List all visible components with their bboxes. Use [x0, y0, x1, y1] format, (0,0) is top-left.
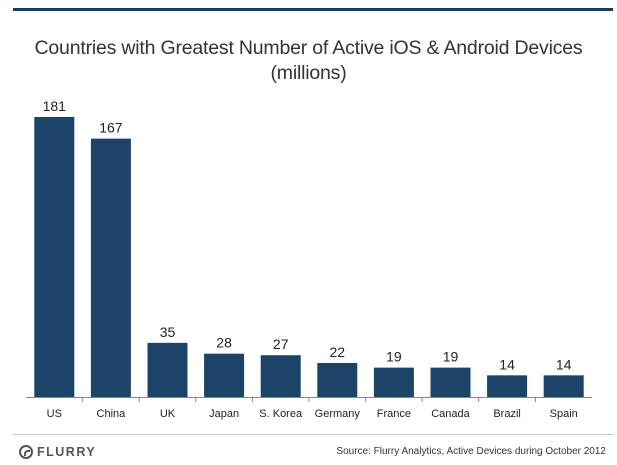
x-tick-label: UK [160, 408, 176, 420]
bar-brazil [487, 375, 528, 397]
x-tick-label: China [97, 408, 127, 420]
chart-title: Countries with Greatest Number of Active… [0, 36, 617, 86]
x-tick-label: Brazil [493, 408, 521, 420]
data-label: 28 [216, 335, 232, 351]
flurry-logo: FLURRY [19, 443, 96, 461]
top-rule [13, 8, 613, 11]
bottom-rule [13, 434, 613, 435]
x-tick-label: Japan [209, 408, 239, 420]
data-label: 14 [556, 356, 572, 372]
source-note: Source: Flurry Analytics, Active Devices… [336, 446, 606, 457]
x-tick-label: Canada [431, 408, 470, 420]
bar-canada [430, 367, 471, 397]
bar-us [34, 117, 75, 397]
data-label: 22 [330, 344, 346, 360]
data-label: 19 [443, 349, 459, 365]
x-tick-label: Spain [550, 408, 578, 420]
bar-uk [147, 342, 188, 397]
flurry-logo-icon [19, 445, 33, 459]
bar-japan [204, 353, 245, 397]
data-label: 14 [499, 356, 515, 372]
data-label: 19 [386, 349, 402, 365]
x-tick-label: US [47, 408, 62, 420]
chart-title-line1: Countries with Greatest Number of Active… [34, 37, 583, 59]
x-tick-label: S. Korea [259, 408, 303, 420]
bar-spain [543, 375, 584, 397]
data-label: 35 [160, 324, 176, 340]
x-tick-label: France [377, 408, 411, 420]
bar-s-korea [260, 355, 301, 397]
flurry-logo-text: FLURRY [37, 445, 97, 459]
data-label: 167 [99, 120, 123, 136]
data-label: 27 [273, 336, 289, 352]
chart-title-line2: (millions) [270, 62, 347, 84]
data-label: 181 [43, 98, 67, 114]
x-tick-label: Germany [315, 408, 361, 420]
bar-china [90, 138, 131, 397]
bar-germany [317, 362, 358, 397]
bar-france [373, 367, 414, 397]
